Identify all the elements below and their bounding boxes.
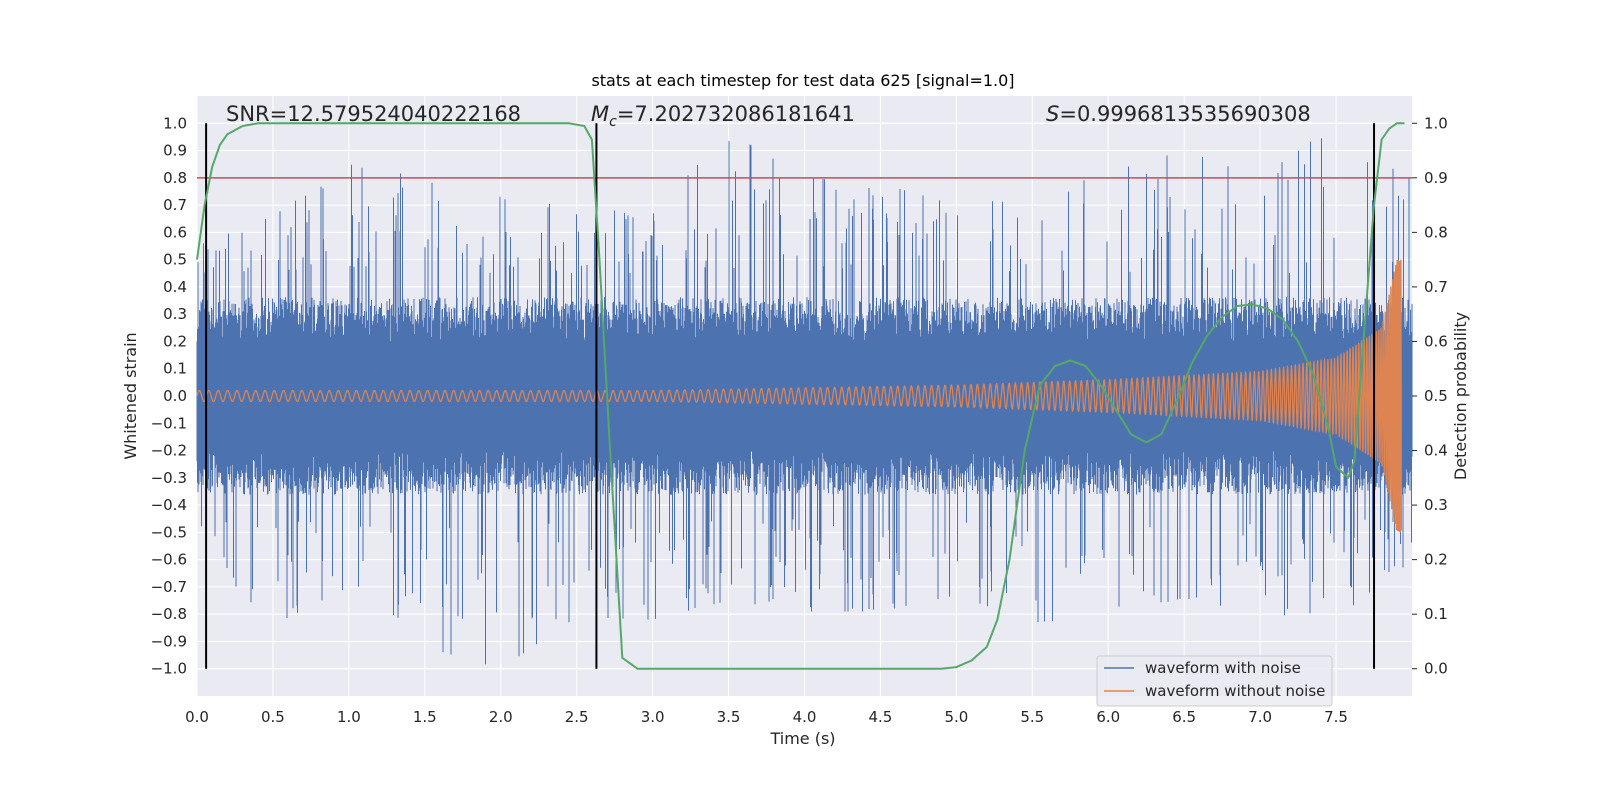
y2-tick-label: 0.7 bbox=[1424, 278, 1448, 296]
chirp-mass-symbol: M bbox=[591, 102, 609, 126]
x-tick-label: 6.0 bbox=[1096, 708, 1120, 726]
s-symbol: S bbox=[1046, 102, 1059, 126]
legend-label-clean: waveform without noise bbox=[1145, 682, 1325, 700]
y-tick-label: 0.8 bbox=[163, 169, 187, 187]
y-tick-label: 0.1 bbox=[163, 360, 187, 378]
y-tick-label: −0.4 bbox=[151, 496, 187, 514]
y2-tick-label: 0.2 bbox=[1424, 551, 1448, 569]
x-tick-label: 1.0 bbox=[337, 708, 361, 726]
y2-tick-label: 0.4 bbox=[1424, 442, 1448, 460]
y-tick-label: −0.7 bbox=[151, 578, 187, 596]
y2-axis-label: Detection probability bbox=[1451, 312, 1470, 480]
legend: waveform with noise waveform without noi… bbox=[1096, 655, 1333, 707]
y-tick-label: 0.5 bbox=[163, 251, 187, 269]
y-tick-label: 0.6 bbox=[163, 223, 187, 241]
y-tick-label: −1.0 bbox=[151, 660, 187, 678]
x-tick-label: 7.0 bbox=[1248, 708, 1272, 726]
y-tick-label: 0.7 bbox=[163, 196, 187, 214]
y-tick-label: −0.8 bbox=[151, 605, 187, 623]
chirp-mass-annotation: Mc=7.202732086181641 bbox=[591, 102, 855, 130]
s-annotation: S=0.9996813535690308 bbox=[1046, 102, 1311, 126]
x-tick-label: 5.0 bbox=[944, 708, 968, 726]
clean-waveform-path bbox=[196, 259, 1403, 533]
chirp-mass-subscript: c bbox=[609, 114, 617, 130]
overlay-lines bbox=[196, 122, 1412, 670]
y2-tick-label: 1.0 bbox=[1424, 114, 1448, 132]
legend-box bbox=[1096, 655, 1333, 707]
x-axis-label: Time (s) bbox=[769, 729, 835, 748]
y-tick-label: −0.1 bbox=[151, 414, 187, 432]
y-tick-label: −0.2 bbox=[151, 442, 187, 460]
y2-tick-label: 0.9 bbox=[1424, 169, 1448, 187]
x-tick-label: 2.0 bbox=[489, 708, 513, 726]
y2-tick-label: 0.3 bbox=[1424, 496, 1448, 514]
x-tick-label: 0.5 bbox=[261, 708, 285, 726]
x-tick-label: 3.5 bbox=[717, 708, 741, 726]
y-tick-label: −0.3 bbox=[151, 469, 187, 487]
y-tick-label: 0.3 bbox=[163, 305, 187, 323]
y2-tick-label: 0.6 bbox=[1424, 332, 1448, 350]
y-tick-label: −0.6 bbox=[151, 551, 187, 569]
y2-tick-label: 0.1 bbox=[1424, 605, 1448, 623]
y-tick-label: 0.4 bbox=[163, 278, 187, 296]
x-tick-label: 0.0 bbox=[185, 708, 209, 726]
y-axis-label: Whitened strain bbox=[121, 332, 140, 459]
x-tick-label: 6.5 bbox=[1172, 708, 1196, 726]
chart-title: stats at each timestep for test data 625… bbox=[591, 71, 1014, 90]
clean-waveform-series bbox=[196, 259, 1403, 533]
legend-label-noise: waveform with noise bbox=[1145, 659, 1301, 677]
snr-annotation: SNR=12.579524040222168 bbox=[226, 102, 521, 126]
y2-tick-label: 0.8 bbox=[1424, 223, 1448, 241]
x-tick-label: 5.5 bbox=[1020, 708, 1044, 726]
detection-probability-line bbox=[196, 122, 1405, 670]
y2-tick-label: 0.5 bbox=[1424, 387, 1448, 405]
x-tick-label: 3.0 bbox=[641, 708, 665, 726]
x-tick-label: 2.5 bbox=[565, 708, 589, 726]
s-value: =0.9996813535690308 bbox=[1059, 102, 1310, 126]
tick-labels: 0.0 0.5 1.0 1.5 2.0 2.5 3.0 3.5 4.0 4.5 5.0 5.5 6.0 6… bbox=[151, 114, 1448, 726]
chirp-mass-value: =7.202732086181641 bbox=[617, 102, 855, 126]
y2-tick-label: 0.0 bbox=[1424, 660, 1448, 678]
y-tick-label: −0.5 bbox=[151, 523, 187, 541]
y-tick-label: 0.0 bbox=[163, 387, 187, 405]
x-tick-label: 4.0 bbox=[793, 708, 817, 726]
y-tick-label: −0.9 bbox=[151, 632, 187, 650]
x-tick-label: 7.5 bbox=[1324, 708, 1348, 726]
x-tick-label: 1.5 bbox=[413, 708, 437, 726]
y-tick-label: 0.9 bbox=[163, 142, 187, 160]
y-tick-label: 0.2 bbox=[163, 332, 187, 350]
y-tick-label: 1.0 bbox=[163, 114, 187, 132]
x-tick-label: 4.5 bbox=[869, 708, 893, 726]
